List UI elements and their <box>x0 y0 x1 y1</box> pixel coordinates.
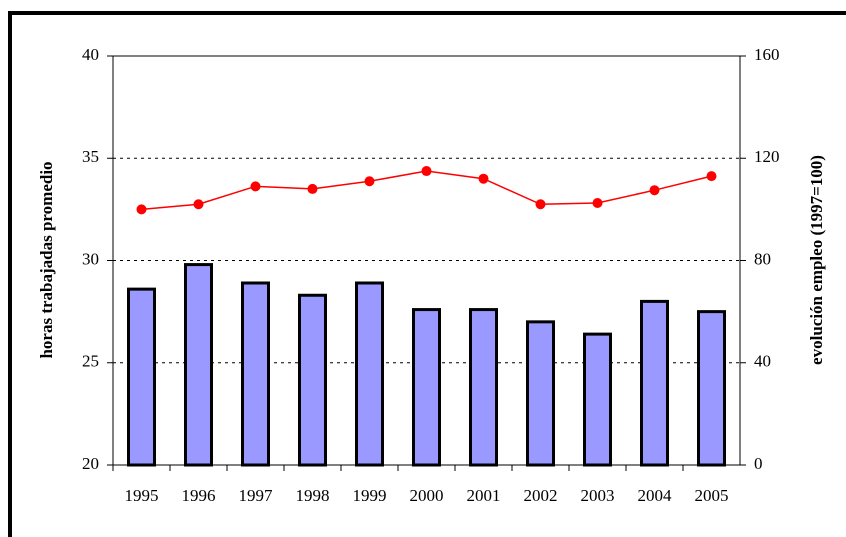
x-tick-label: 2005 <box>695 486 729 505</box>
point <box>307 183 318 194</box>
y-tick-label: 30 <box>82 249 99 268</box>
point <box>136 204 147 215</box>
x-tick-label: 1998 <box>296 486 330 505</box>
bar <box>355 281 384 467</box>
point <box>250 181 261 192</box>
y-tick-label: 40 <box>82 45 99 64</box>
y2-tick-label: 120 <box>754 147 780 166</box>
y2-tick-label: 0 <box>754 454 763 473</box>
bar <box>241 281 270 467</box>
bar <box>697 310 726 467</box>
y-tick-label: 35 <box>82 147 99 166</box>
x-tick-label: 1995 <box>125 486 159 505</box>
x-tick-label: 2001 <box>467 486 501 505</box>
bar <box>412 308 441 467</box>
x-tick-label: 2000 <box>410 486 444 505</box>
y2-tick-label: 80 <box>754 249 771 268</box>
y-tick-label: 25 <box>82 352 99 371</box>
x-tick-label: 1996 <box>182 486 216 505</box>
x-tick-label: 2003 <box>581 486 615 505</box>
point <box>535 199 546 210</box>
bar <box>526 320 555 467</box>
point <box>193 199 204 210</box>
bar <box>127 287 156 467</box>
x-tick-label: 1997 <box>239 486 274 505</box>
point <box>706 171 717 182</box>
y-axis-title: horas trabajadas promedio <box>37 161 56 358</box>
point <box>421 166 432 177</box>
point <box>592 197 603 208</box>
point <box>364 176 375 187</box>
y2-tick-label: 160 <box>754 45 780 64</box>
bar <box>469 308 498 467</box>
x-tick-label: 2002 <box>524 486 558 505</box>
x-tick-label: 2004 <box>638 486 673 505</box>
y-tick-label: 20 <box>82 454 99 473</box>
y2-axis-title: evolución empleo (1997=100) <box>807 155 826 365</box>
point <box>478 173 489 184</box>
y2-tick-label: 40 <box>754 352 771 371</box>
bar <box>640 299 669 467</box>
point <box>649 185 660 196</box>
bar <box>298 293 327 467</box>
bar <box>184 263 213 467</box>
x-tick-label: 1999 <box>353 486 387 505</box>
bar <box>583 332 612 467</box>
